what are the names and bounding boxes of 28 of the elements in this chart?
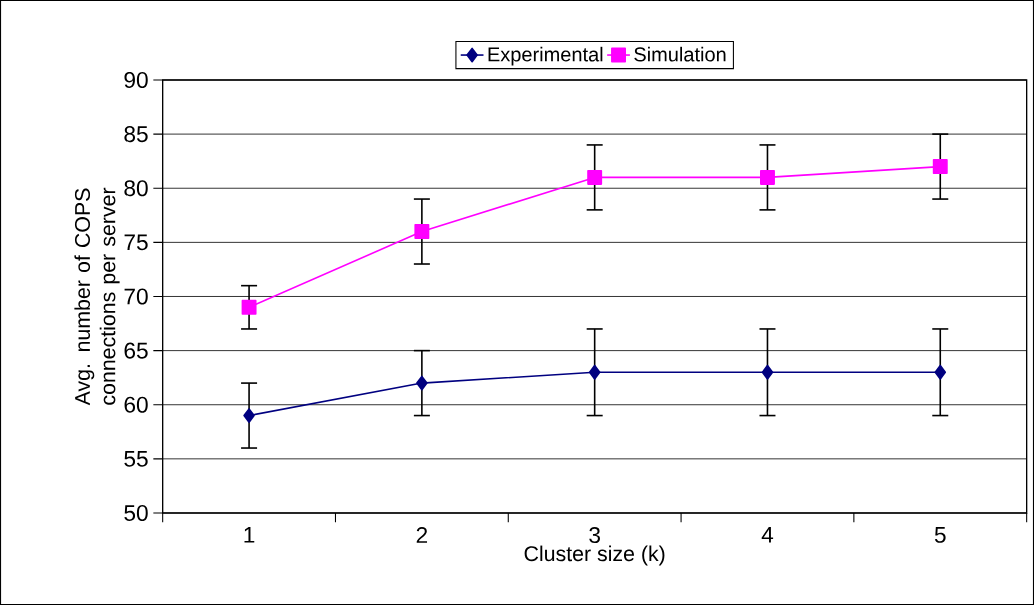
y-axis-title: Avg. number of COPS connections per server [74, 187, 120, 406]
x-tick-label: 5 [934, 527, 946, 543]
y-tick-label: 50 [124, 504, 148, 522]
y-tick-label: 70 [124, 288, 148, 305]
y-tick-label: 75 [124, 234, 148, 251]
point [241, 299, 257, 315]
y-tick-label: 85 [124, 126, 148, 143]
y-tick-label: 65 [124, 342, 148, 359]
point [761, 364, 774, 380]
y-tick-label: 80 [124, 180, 148, 197]
y-tick-label: 55 [124, 450, 148, 467]
point [243, 408, 255, 424]
point [416, 375, 428, 391]
point [932, 159, 948, 175]
legend-label: Simulation [634, 46, 726, 62]
x-axis-title: Cluster size (k) [524, 545, 665, 566]
y-tick-label: 90 [124, 71, 148, 89]
point [760, 169, 775, 185]
point [588, 364, 601, 380]
point [587, 169, 603, 185]
x-tick-label: 2 [416, 527, 428, 543]
x-tick-label: 4 [761, 527, 774, 543]
point [414, 224, 430, 239]
point [934, 364, 947, 380]
y-tick-label: 60 [124, 396, 148, 413]
x-tick-label: 3 [589, 527, 600, 544]
legend-label: Experimental [488, 46, 603, 66]
x-tick-label: 1 [244, 527, 255, 543]
